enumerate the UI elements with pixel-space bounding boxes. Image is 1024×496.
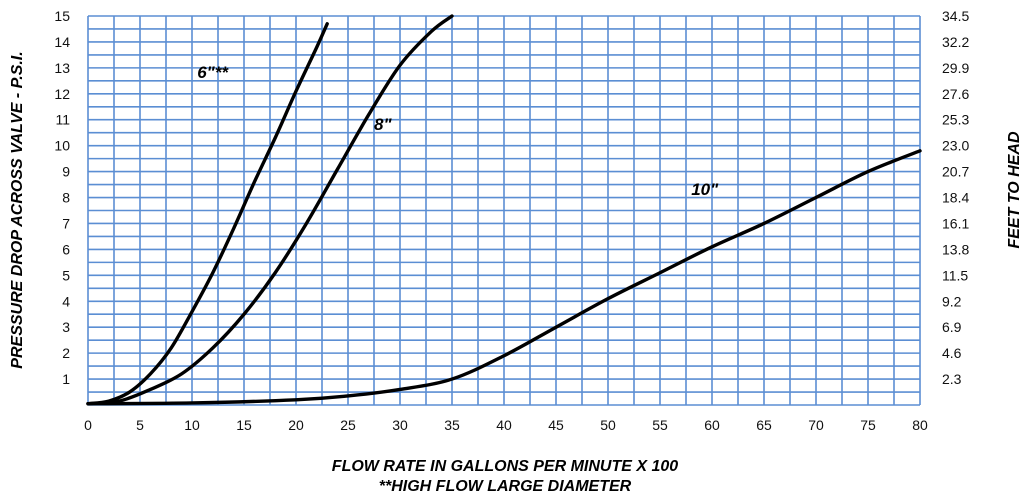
y-tick-label: 10 xyxy=(54,138,70,154)
y2-tick-label: 25.3 xyxy=(942,112,969,128)
y2-tick-label: 4.6 xyxy=(942,345,962,361)
x-tick-label: 0 xyxy=(84,417,92,433)
y2-tick-label: 18.4 xyxy=(942,190,969,206)
series-line-1 xyxy=(86,14,454,406)
x-tick-label: 70 xyxy=(808,417,824,433)
y-tick-label: 5 xyxy=(62,267,70,283)
y2-tick-label: 34.5 xyxy=(942,8,969,24)
x-tick-label: 55 xyxy=(652,417,668,433)
series-label-1: 8" xyxy=(374,115,392,134)
y-axis-title: PRESSURE DROP ACROSS VALVE - P.S.I. xyxy=(9,51,26,368)
y2-tick-label: 11.5 xyxy=(942,267,968,283)
grid xyxy=(87,15,921,406)
y2-tick-label: 23.0 xyxy=(942,138,969,154)
y2-axis-title: FEET TO HEAD xyxy=(1006,131,1023,248)
y2-tick-label: 29.9 xyxy=(942,60,969,76)
y-tick-label: 2 xyxy=(62,345,70,361)
y-tick-label: 3 xyxy=(62,319,70,335)
y2-tick-label: 20.7 xyxy=(942,164,969,180)
y2-tick-label: 27.6 xyxy=(942,86,969,102)
x-tick-label: 80 xyxy=(912,417,928,433)
series-label-2: 10" xyxy=(691,180,719,199)
x-tick-label: 15 xyxy=(236,417,252,433)
series-labels: 6"** 8" 10" xyxy=(197,63,719,199)
y2-tick-label: 16.1 xyxy=(942,215,969,231)
y2-tick-label: 6.9 xyxy=(942,319,962,335)
y2-tick-label: 13.8 xyxy=(942,241,969,257)
y-tick-label: 13 xyxy=(54,60,70,76)
x-tick-label: 60 xyxy=(704,417,720,433)
x-tick-label: 50 xyxy=(600,417,616,433)
x-tick-label: 5 xyxy=(136,417,144,433)
y2-tick-label: 32.2 xyxy=(942,34,969,50)
y-tick-label: 7 xyxy=(62,215,70,231)
y-tick-label: 1 xyxy=(62,371,70,387)
x-tick-label: 75 xyxy=(860,417,876,433)
x-tick-label: 65 xyxy=(756,417,772,433)
y-tick-label: 11 xyxy=(55,112,70,128)
y2-tick-label: 9.2 xyxy=(942,293,962,309)
x-tick-label: 40 xyxy=(496,417,512,433)
y-tick-label: 8 xyxy=(62,190,70,206)
x-tick-label: 45 xyxy=(548,417,564,433)
x-axis-title: FLOW RATE IN GALLONS PER MINUTE X 100 xyxy=(332,458,678,475)
y-tick-label: 14 xyxy=(54,34,70,50)
series-label-0: 6"** xyxy=(197,63,229,82)
x-tick-label: 35 xyxy=(444,417,460,433)
y-tick-label: 4 xyxy=(62,293,70,309)
series-line-0 xyxy=(86,22,329,406)
x-tick-label: 25 xyxy=(340,417,356,433)
y-tick-label: 9 xyxy=(62,164,70,180)
y-tick-label: 12 xyxy=(54,86,70,102)
y-tick-label: 6 xyxy=(62,241,70,257)
y-tick-label: 15 xyxy=(54,8,70,24)
x-tick-label: 10 xyxy=(184,417,200,433)
x-tick-label: 30 xyxy=(392,417,408,433)
series-line-2 xyxy=(86,149,922,406)
series-lines xyxy=(86,14,922,406)
y2-tick-label: 2.3 xyxy=(942,371,962,387)
x-tick-labels: 0 5 10 15 20 25 30 35 40 45 50 55 60 65 70 75 80 xyxy=(84,417,928,433)
y2-tick-labels: 2.3 4.6 6.9 9.2 11.5 13.8 16.1 18.4 20.7 23.0 25.3… xyxy=(942,8,969,387)
x-tick-label: 20 xyxy=(288,417,304,433)
footnote: **HIGH FLOW LARGE DIAMETER xyxy=(379,478,632,495)
